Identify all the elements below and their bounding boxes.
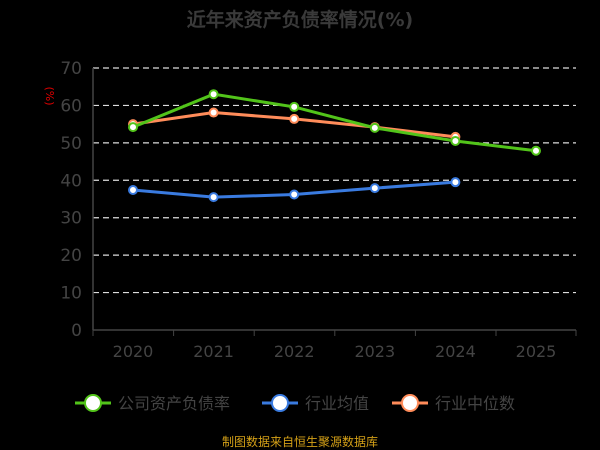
data-point (128, 185, 138, 196)
legend-label: 行业中位数 (435, 394, 515, 413)
source-note: 制图数据来自恒生聚源数据库 (222, 434, 378, 449)
x-tick-label: 2023 (354, 342, 395, 361)
y-tick-label: 40 (60, 171, 82, 191)
y-tick-label: 70 (60, 59, 82, 79)
data-point (208, 107, 219, 118)
data-point (289, 189, 300, 200)
data-point (450, 177, 461, 188)
series-line-0 (132, 92, 537, 153)
legend-marker (401, 394, 419, 412)
data-point (208, 192, 219, 203)
y-tick-label: 10 (60, 284, 82, 304)
legend-label: 行业均值 (305, 394, 369, 413)
legend-marker (84, 394, 102, 412)
y-tick-label: 60 (60, 96, 82, 116)
y-tick-label: 0 (71, 321, 82, 341)
data-point (531, 145, 541, 156)
data-point (289, 101, 300, 112)
legend-marker (271, 394, 289, 412)
legend-label: 公司资产负债率 (118, 394, 230, 413)
x-tick-label: 2020 (113, 342, 154, 361)
y-axis-label: (%) (43, 86, 56, 105)
data-point (369, 183, 380, 194)
chart-title: 近年来资产负债率情况(%) (187, 8, 413, 31)
y-tick-label: 20 (60, 246, 82, 266)
y-tick-label: 30 (60, 209, 82, 229)
data-point (208, 89, 219, 100)
data-point (289, 113, 300, 124)
x-tick-label: 2022 (274, 342, 315, 361)
data-point (369, 122, 380, 133)
y-tick-label: 50 (60, 134, 82, 154)
data-point (450, 135, 461, 146)
x-tick-label: 2025 (516, 342, 557, 361)
x-tick-label: 2021 (193, 342, 234, 361)
data-point (128, 122, 138, 133)
x-tick-label: 2024 (435, 342, 476, 361)
